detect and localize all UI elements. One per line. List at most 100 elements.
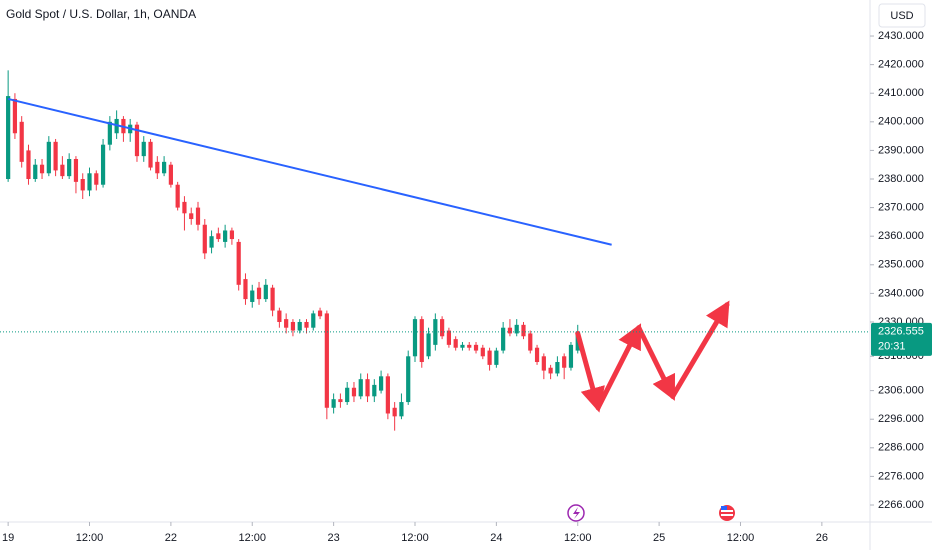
projection-arrow <box>670 300 730 399</box>
candle-body <box>378 376 384 391</box>
candle-body <box>290 321 296 331</box>
candle-body <box>161 161 167 174</box>
candle-body <box>46 141 51 174</box>
y-tick-label: 2400.000 <box>878 116 924 128</box>
candle-body <box>372 384 377 397</box>
candle-body <box>426 333 431 357</box>
x-tick-label: 24 <box>490 532 502 544</box>
candle-body <box>419 319 424 363</box>
candle-body <box>148 141 153 168</box>
candle-body <box>243 279 248 300</box>
candle-body <box>473 344 479 351</box>
candle-body <box>6 96 11 180</box>
candle-body <box>216 233 221 240</box>
candle-body <box>440 319 445 337</box>
x-tick-label: 12:00 <box>727 532 755 544</box>
candle-body <box>385 376 390 414</box>
trendline <box>7 97 612 246</box>
currency[interactable]: USD <box>890 10 913 22</box>
currency-button[interactable] <box>878 3 926 28</box>
candle-body <box>87 173 92 191</box>
countdown: 20:31 <box>878 341 906 353</box>
candle-body <box>223 230 228 242</box>
candle-body <box>541 356 546 371</box>
candle-body <box>317 310 323 317</box>
x-tick-label: 12:00 <box>76 532 104 544</box>
candle-body <box>195 207 201 225</box>
candle-body <box>467 344 472 348</box>
candle-body <box>412 319 418 357</box>
candle-body <box>263 284 268 300</box>
x-tick-label: 19 <box>2 532 14 544</box>
x-tick-label: 12:00 <box>564 532 592 544</box>
candle-body <box>107 121 112 145</box>
candle-body <box>270 287 275 311</box>
y-tick-label: 2370.000 <box>878 202 924 214</box>
candle-body <box>60 164 65 177</box>
candle-body <box>12 98 18 134</box>
y-tick-label: 2430.000 <box>878 30 924 42</box>
candle-body <box>453 339 458 348</box>
candle-body <box>568 344 574 368</box>
candle-body <box>562 356 567 368</box>
candle-body <box>521 324 526 337</box>
candle-body <box>507 327 513 334</box>
candle-body <box>67 158 72 177</box>
x-tick-label: 26 <box>816 532 828 544</box>
y-tick-label: 2266.000 <box>878 499 924 511</box>
candle-body <box>358 379 363 397</box>
last-price-box <box>871 322 932 356</box>
y-tick-label: 2420.000 <box>878 59 924 71</box>
candle-body <box>175 184 180 208</box>
x-tick-label: 23 <box>327 532 339 544</box>
x-tick-label: 12:00 <box>238 532 266 544</box>
candle-body <box>182 201 187 214</box>
candle-body <box>229 230 235 240</box>
candle-body <box>460 344 465 348</box>
y-tick-label: 2360.000 <box>878 230 924 242</box>
candle-body <box>202 224 207 254</box>
candle-body <box>331 399 336 408</box>
candle-body <box>345 387 350 403</box>
candle-body <box>528 333 533 351</box>
candle-body <box>338 399 343 403</box>
candle-body <box>446 330 452 345</box>
y-tick-label: 2350.000 <box>878 259 924 271</box>
candle-body <box>399 402 404 417</box>
projection-arrow <box>575 330 605 413</box>
candle-body <box>548 367 553 374</box>
event-icon-1[interactable] <box>567 504 585 522</box>
candle-body <box>277 310 282 322</box>
x-tick-label: 12:00 <box>401 532 429 544</box>
candle-body <box>168 164 173 185</box>
event-icon-2[interactable] <box>719 505 735 521</box>
candle-body <box>311 313 316 328</box>
candle-body <box>392 407 397 417</box>
candle-body <box>256 287 262 300</box>
candle-body <box>209 236 214 248</box>
candle-body <box>100 144 106 185</box>
candle-body <box>134 124 140 157</box>
candle-body <box>236 241 241 285</box>
chart-title: Gold Spot / U.S. Dollar, 1h, OANDA <box>6 7 196 21</box>
candle-body <box>250 290 255 302</box>
last-price-label: 2326.555 <box>878 326 924 338</box>
y-tick-label: 2306.000 <box>878 385 924 397</box>
candle-body <box>297 321 302 331</box>
candle-body <box>189 213 194 220</box>
candle-body <box>324 313 329 408</box>
candle-body <box>494 350 499 365</box>
candle-body <box>480 347 485 357</box>
candle-body <box>501 327 506 351</box>
projection-arrow <box>636 325 676 401</box>
candle-body <box>406 356 411 403</box>
candle-body <box>284 319 289 328</box>
x-tick-label: 22 <box>165 532 177 544</box>
candle-body <box>304 321 309 328</box>
candle-body <box>19 121 24 162</box>
candle-body <box>555 362 560 374</box>
candle-body <box>33 164 38 180</box>
x-tick-label: 25 <box>653 532 665 544</box>
